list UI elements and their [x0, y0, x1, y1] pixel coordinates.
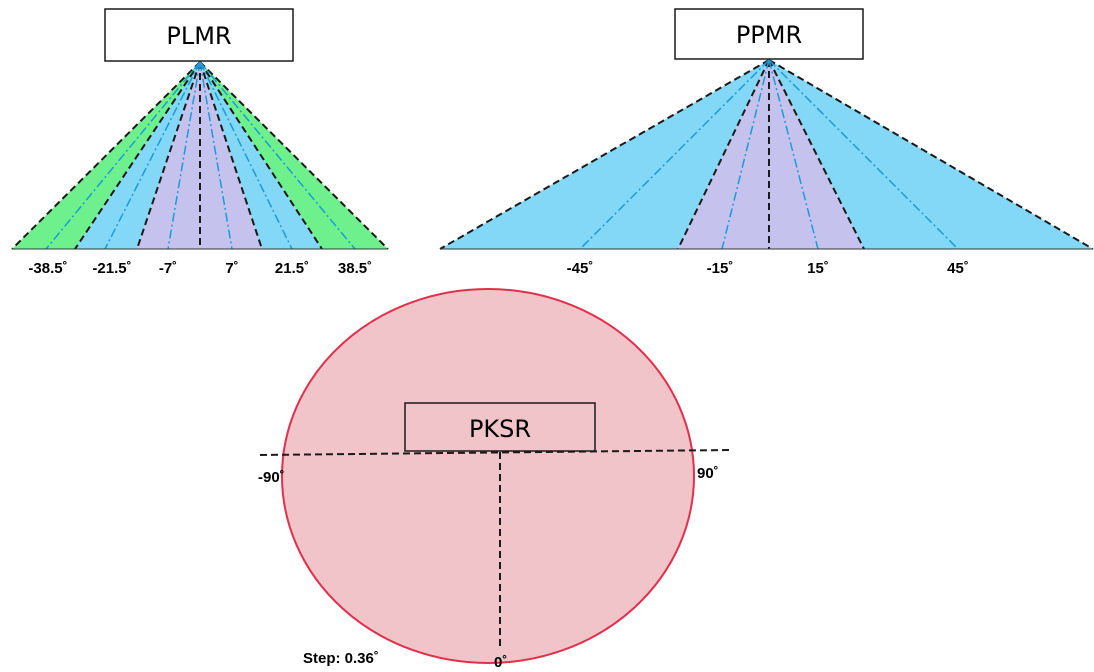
plmr-edge-left: [11, 61, 201, 250]
ppmr-zone-center: [678, 60, 864, 249]
pksr-step-label: Step: 0.36˚: [303, 650, 379, 667]
ppmr-angle-label: 15˚: [807, 260, 829, 277]
plmr-boundary-right-21: [199, 61, 323, 250]
ppmr-angle-label: -45˚: [567, 260, 594, 277]
ppmr-inner-line: [768, 59, 819, 250]
plmr-label: PLMR: [166, 22, 231, 50]
pksr-label: PKSR: [469, 415, 531, 443]
plmr-diagram: PLMR -38.5˚ -21.5˚ -7˚ 7˚ 21.5˚ 38.5˚: [11, 8, 389, 277]
plmr-boundary-left-21: [74, 61, 201, 250]
ppmr-inner-line: [768, 59, 959, 250]
ppmr-edge-right: [768, 59, 1094, 250]
ppmr-inner-line: [721, 59, 770, 250]
plmr-inner-line: [199, 61, 356, 250]
plmr-angle-label: 7˚: [225, 260, 238, 277]
ppmr-angle-label: -15˚: [707, 260, 734, 277]
pksr-label-box: [404, 402, 596, 452]
ppmr-label: PPMR: [736, 21, 802, 49]
ppmr-inner-line: [579, 59, 770, 250]
plmr-inner-line: [199, 61, 233, 250]
pksr-diagram: PKSR -90˚ 90˚ 0˚ Step: 0.36˚: [258, 288, 731, 671]
ppmr-edge-left: [439, 59, 770, 250]
pksr-horizontal-axis: [259, 449, 731, 456]
plmr-angle-label: 21.5˚: [275, 260, 309, 277]
pksr-angle-right: 90˚: [697, 465, 719, 482]
ppmr-diagram: PPMR -45˚ -15˚ 15˚ 45˚: [439, 8, 1094, 277]
ppmr-boundary-left: [677, 59, 770, 250]
plmr-angle-label: -7˚: [159, 260, 177, 277]
pksr-angle-bottom: 0˚: [494, 654, 507, 671]
ppmr-boundary-right: [768, 59, 865, 250]
plmr-angle-label: -21.5˚: [92, 260, 131, 277]
plmr-inner-line: [104, 61, 201, 250]
plmr-edge-right: [199, 61, 389, 250]
plmr-inner-line: [45, 61, 201, 250]
ppmr-label-box: [674, 8, 864, 60]
plmr-angle-label: 38.5˚: [338, 260, 372, 277]
plmr-angle-label: -38.5˚: [28, 260, 67, 277]
ppmr-angle-label: 45˚: [947, 260, 969, 277]
plmr-label-box: [104, 8, 294, 62]
plmr-inner-line: [199, 61, 293, 250]
plmr-inner-line: [167, 61, 201, 250]
pksr-angle-left: -90˚: [258, 469, 285, 486]
pksr-coverage-circle: [281, 288, 695, 664]
